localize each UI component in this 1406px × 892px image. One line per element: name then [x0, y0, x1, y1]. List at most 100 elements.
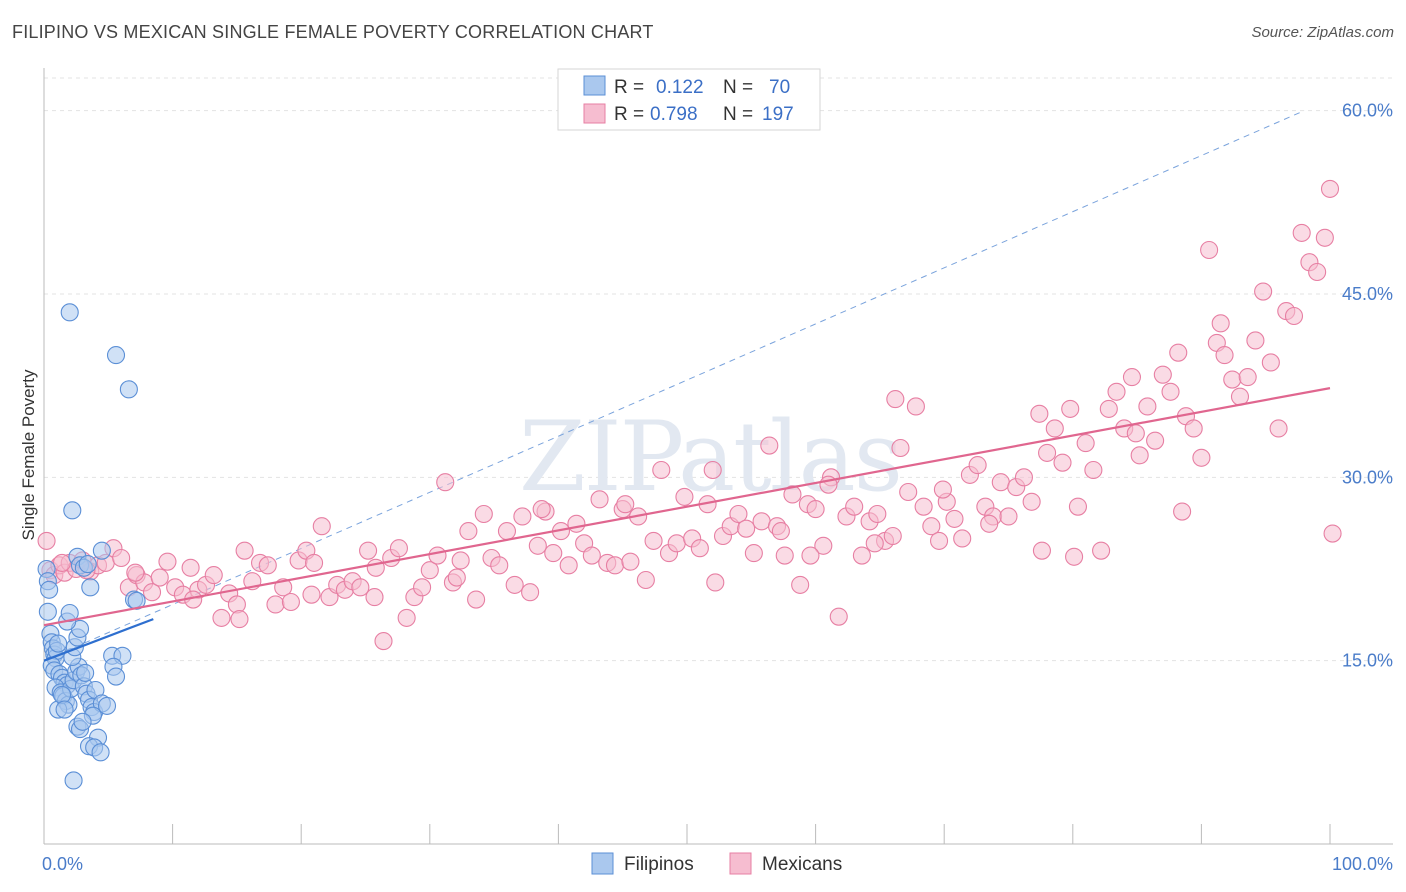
gridlines — [44, 77, 1393, 662]
data-point — [81, 578, 100, 597]
data-point — [737, 519, 756, 538]
data-point — [312, 517, 331, 536]
data-point — [142, 583, 162, 602]
data-point — [366, 558, 385, 577]
data-point — [1261, 353, 1280, 372]
data-point — [49, 634, 68, 653]
data-point — [64, 771, 83, 790]
data-point — [420, 561, 439, 580]
data-point — [775, 546, 794, 565]
bottom-legend-filipinos: Filipinos — [624, 854, 694, 875]
data-point — [351, 578, 370, 597]
data-point — [582, 546, 601, 565]
data-point — [1246, 331, 1265, 350]
data-point — [505, 575, 524, 594]
data-point — [63, 501, 82, 520]
data-point — [1122, 368, 1142, 387]
data-point — [528, 536, 547, 555]
data-point — [389, 539, 408, 558]
data-point — [235, 541, 254, 560]
data-point — [119, 380, 138, 399]
data-point — [97, 696, 117, 715]
chart-title: FILIPINO VS MEXICAN SINGLE FEMALE POVERT… — [12, 22, 654, 42]
data-point — [1215, 346, 1234, 365]
data-point — [1284, 306, 1304, 326]
filipino-trend-dashed — [43, 110, 1305, 662]
data-point — [204, 566, 223, 585]
data-point — [359, 541, 378, 560]
data-point — [1173, 502, 1192, 521]
y-axis-label: Single Female Poverty — [19, 369, 38, 541]
data-point — [38, 602, 57, 621]
data-point — [60, 303, 79, 322]
data-point — [1223, 370, 1242, 389]
data-point — [644, 531, 663, 550]
bottom-legend: Filipinos Mexicans — [591, 852, 842, 875]
data-point — [521, 583, 540, 602]
source-label: Source: ZipAtlas.com — [1251, 24, 1394, 41]
data-point — [1146, 431, 1165, 450]
data-point — [1084, 460, 1103, 480]
data-point — [365, 588, 384, 607]
data-point — [980, 514, 999, 533]
axes — [43, 68, 1393, 845]
y-tick-label: 15.0% — [1342, 651, 1393, 671]
data-point — [899, 482, 918, 502]
data-point — [266, 595, 285, 614]
data-point — [1076, 434, 1095, 453]
data-point — [567, 514, 586, 533]
watermark: ZIPatlas — [519, 401, 901, 513]
data-point — [883, 526, 902, 546]
data-point — [451, 551, 470, 570]
legend-swatch-mexicans — [583, 103, 606, 124]
y-tick-labels: 15.0% 30.0% 45.0% 60.0% — [1342, 101, 1393, 671]
data-point — [999, 507, 1018, 526]
data-point — [636, 570, 655, 590]
data-point — [467, 590, 486, 609]
data-point — [436, 473, 455, 492]
data-point — [40, 580, 59, 599]
data-point — [1238, 368, 1257, 387]
data-point — [1030, 404, 1049, 423]
data-point — [1184, 419, 1203, 438]
data-point — [968, 456, 987, 475]
data-point — [1323, 524, 1342, 543]
data-point — [532, 500, 551, 519]
data-point — [1200, 240, 1219, 260]
data-point — [1022, 492, 1041, 511]
data-point — [744, 544, 763, 563]
legend-r-filipinos: 0.122 — [656, 77, 704, 98]
data-point — [258, 556, 277, 575]
data-point — [459, 522, 478, 541]
data-point — [413, 578, 432, 597]
data-point — [652, 460, 671, 480]
data-point — [52, 553, 72, 572]
data-point — [590, 490, 609, 509]
data-point — [274, 578, 293, 597]
data-point — [73, 712, 92, 731]
data-point — [945, 509, 964, 528]
data-point — [302, 585, 321, 604]
data-point — [605, 556, 625, 575]
mexican-points — [37, 179, 1342, 651]
data-point — [953, 529, 972, 548]
data-point — [845, 497, 864, 516]
data-point — [1014, 468, 1033, 487]
data-point — [1032, 541, 1051, 560]
data-point — [1192, 448, 1211, 467]
data-point — [1107, 382, 1126, 401]
bottom-legend-swatch-mexicans — [729, 852, 752, 875]
data-point — [55, 700, 74, 719]
data-point — [1254, 282, 1273, 301]
data-point — [1065, 547, 1084, 566]
data-point — [1269, 419, 1288, 438]
data-point — [675, 487, 694, 506]
data-point — [78, 555, 97, 574]
data-point — [930, 531, 949, 550]
filipino-trend-extended — [43, 110, 1305, 662]
y-tick-label: 30.0% — [1342, 467, 1393, 487]
data-point — [559, 556, 578, 575]
data-point — [428, 546, 447, 565]
data-point — [1130, 446, 1149, 465]
